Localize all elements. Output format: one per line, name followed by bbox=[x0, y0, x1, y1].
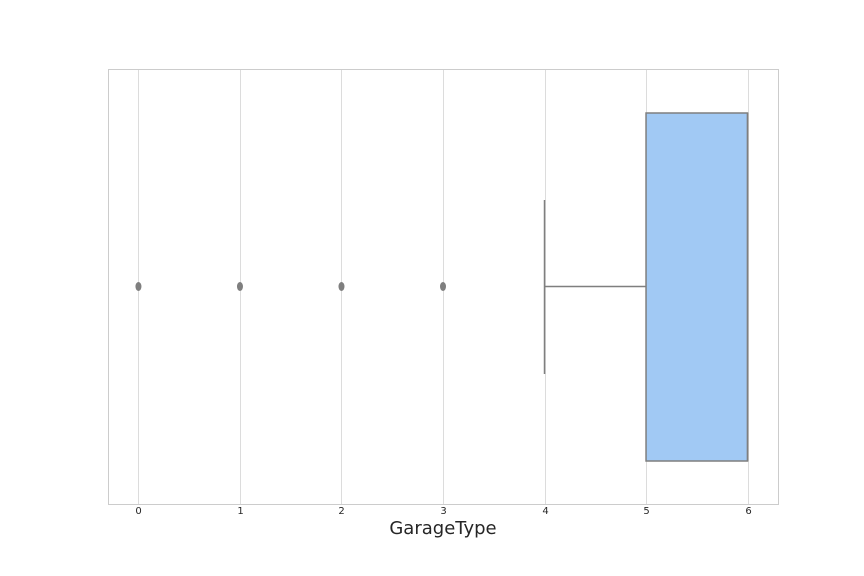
outlier-point-2 bbox=[338, 282, 345, 291]
x-tick-label-5: 5 bbox=[643, 506, 649, 517]
x-tick-label-1: 1 bbox=[237, 506, 243, 517]
outlier-points bbox=[135, 282, 446, 291]
x-tick-label-3: 3 bbox=[440, 506, 446, 517]
x-tick-label-4: 4 bbox=[542, 506, 548, 517]
outlier-point-3 bbox=[440, 282, 446, 291]
x-tick-label-0: 0 bbox=[135, 506, 141, 517]
box-iqr bbox=[645, 112, 749, 462]
box-plot bbox=[543, 112, 749, 462]
x-tick-label-6: 6 bbox=[745, 506, 751, 517]
x-tick-label-2: 2 bbox=[338, 506, 344, 517]
outlier-point-0 bbox=[135, 282, 142, 291]
outlier-point-1 bbox=[236, 282, 243, 291]
x-axis-label: GarageType bbox=[389, 518, 496, 539]
plot-frame bbox=[108, 69, 779, 505]
x-tick-labels: 0 1 2 3 4 5 6 bbox=[135, 506, 751, 517]
